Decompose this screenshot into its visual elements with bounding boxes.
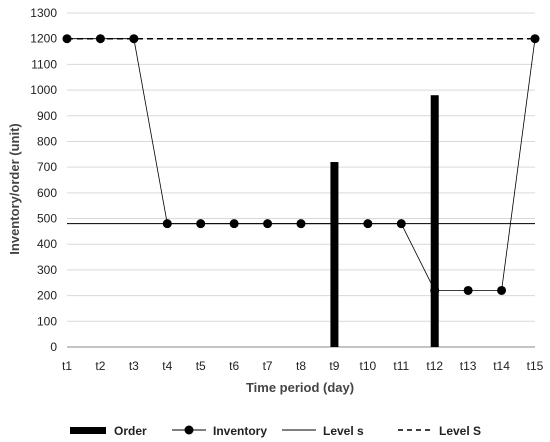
inventory-point (62, 34, 72, 44)
x-tick-label: t2 (95, 359, 105, 373)
x-tick-label: t11 (393, 359, 409, 373)
x-tick-label: t3 (129, 359, 139, 373)
legend-order-swatch (70, 427, 106, 434)
y-tick-label: 1100 (31, 57, 57, 71)
inventory-point (263, 219, 273, 229)
inventory-point (162, 219, 172, 229)
inventory-line (67, 38, 536, 291)
legend-inventory-label: Inventory (213, 424, 267, 438)
x-tick-label: t1 (62, 359, 72, 373)
legend-level-S-label: Level S (439, 424, 481, 438)
y-tick-labels: 0 100 200 300 400 500 600 700 800 900 1000 1100 1200… (30, 6, 57, 354)
x-tick-label: t8 (296, 359, 306, 373)
inventory-point (129, 34, 139, 44)
legend-order-label: Order (114, 424, 147, 438)
x-tick-label: t15 (527, 359, 544, 373)
order-bars (330, 95, 439, 347)
y-tick-label: 1300 (30, 6, 57, 20)
inventory-point (229, 219, 239, 229)
legend-level-s-label: Level s (323, 424, 364, 438)
x-tick-label: t6 (229, 359, 239, 373)
y-tick-label: 100 (37, 314, 57, 328)
y-tick-label: 700 (37, 160, 57, 174)
y-tick-label: 300 (37, 263, 57, 277)
order-bar (330, 162, 339, 347)
level-lines (67, 37, 535, 225)
inventory-point (497, 285, 507, 295)
y-tick-label: 600 (37, 186, 57, 200)
y-tick-label: 400 (37, 237, 57, 251)
inventory-point (430, 285, 440, 295)
x-tick-label: t14 (493, 359, 510, 373)
x-tick-label: t13 (460, 359, 477, 373)
x-tick-label: t10 (360, 359, 377, 373)
x-tick-label: t5 (196, 359, 206, 373)
x-tick-label: t9 (329, 359, 339, 373)
inventory-series (62, 34, 540, 295)
y-tick-label: 900 (37, 109, 57, 123)
y-tick-label: 800 (37, 134, 57, 148)
x-tick-label: t7 (263, 359, 273, 373)
y-tick-label: 200 (37, 289, 57, 303)
x-tick-label: t12 (426, 359, 443, 373)
inventory-point (296, 219, 306, 229)
order-bar (430, 95, 439, 347)
inventory-point (396, 219, 406, 229)
legend-inventory-marker (184, 425, 194, 435)
inventory-point (363, 219, 373, 229)
x-tick-labels: t1 t2 t3 t4 t5 t6 t7 t8 t9 t10 t11 t12 t13 t14 t15 (62, 359, 544, 373)
x-tick-label: t4 (162, 359, 172, 373)
y-tick-label: 1000 (30, 83, 57, 97)
inventory-point (95, 34, 105, 44)
y-tick-label: 500 (37, 212, 57, 226)
inventory-point (530, 34, 540, 44)
y-tick-label: 0 (50, 340, 57, 354)
inventory-point (463, 285, 473, 295)
x-axis-title: Time period (day) (246, 380, 354, 395)
y-axis-title: Inventory/order (unit) (7, 123, 22, 254)
y-tick-label: 1200 (30, 32, 57, 46)
legend: Order Inventory Level s Level S (70, 424, 481, 438)
inventory-point (196, 219, 206, 229)
gridlines (67, 12, 535, 348)
